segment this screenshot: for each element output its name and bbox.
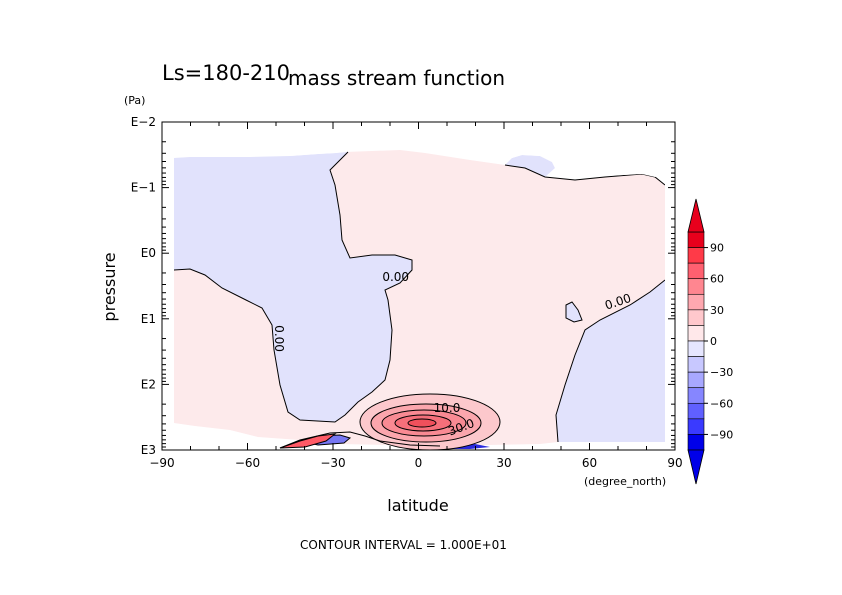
period-label: Ls=180-210: [162, 61, 290, 85]
x-axis-label: latitude: [387, 496, 448, 515]
contour-label: 0.00: [382, 270, 409, 284]
negative-cell-small: [565, 301, 583, 323]
chart-title: mass stream function: [288, 66, 505, 90]
surface-contour: [279, 431, 441, 449]
colorbar-segment: [687, 434, 705, 451]
colorbar-segment: [687, 387, 705, 404]
y-axis-label: pressure: [100, 252, 119, 321]
colorbar-segment: [687, 402, 705, 420]
colorbar-segment: [687, 356, 705, 373]
contour-field: [162, 122, 675, 450]
colorbar-segment: [687, 293, 705, 311]
x-tick-label: 90: [667, 456, 682, 470]
colorbar-tick-label: −60: [710, 397, 733, 410]
colorbar-tick-label: 0: [710, 335, 717, 348]
negative-region-top: [505, 155, 555, 177]
contour-50: [407, 418, 437, 428]
negative-region-east: [556, 280, 665, 442]
y-tick-labels: E−2 E−1 E0 E1 E2 E3: [131, 115, 156, 457]
y-unit-label: (Pa): [124, 94, 145, 107]
zero-contour-top: [504, 164, 666, 186]
colorbar-tick-label: 90: [710, 242, 724, 255]
y-tick-label: E0: [141, 246, 156, 260]
x-tick-labels: −90 −60 −30 0 30 60 90: [149, 456, 682, 470]
x-tick-label: −30: [320, 456, 345, 470]
colorbar-labels: 90 60 30 0 −30 −60 −90: [704, 242, 733, 441]
x-tick-label: 0: [415, 456, 423, 470]
negative-region-west: [174, 152, 412, 422]
y-tick-label: E−2: [131, 115, 156, 129]
colorbar-segment: [687, 247, 705, 264]
colorbar: [687, 198, 705, 485]
contour-label: 10.0: [434, 401, 461, 415]
domain-mask-right: [665, 180, 675, 450]
colorbar-segment: [687, 231, 705, 248]
colorbar-segment: [687, 340, 705, 357]
contour-label: 0.00: [272, 325, 286, 352]
colorbar-tick-label: −90: [710, 428, 733, 441]
contour-interval-note: CONTOUR INTERVAL = 1.000E+01: [300, 538, 507, 552]
colorbar-segment: [687, 418, 705, 435]
x-tick-label: 60: [582, 456, 597, 470]
x-tick-label: −90: [149, 456, 174, 470]
y-tick-label: E1: [141, 312, 156, 326]
colorbar-segment: [687, 309, 705, 326]
colorbar-tick-label: 30: [710, 304, 724, 317]
colorbar-segment: [687, 262, 705, 280]
x-tick-label: −60: [235, 456, 260, 470]
axis-ticks: [161, 121, 676, 451]
colorbar-segment: [687, 278, 705, 295]
colorbar-segment: [687, 325, 705, 342]
colorbar-min-arrow: [687, 449, 705, 485]
colorbar-max-arrow: [687, 198, 705, 233]
zero-contour-east: [555, 279, 666, 443]
positive-region: [174, 150, 665, 446]
x-tick-label: 30: [496, 456, 511, 470]
domain-mask-top: [162, 122, 675, 450]
colorbar-segment: [687, 371, 705, 389]
colorbar-tick-label: −30: [710, 366, 733, 379]
y-tick-label: E2: [141, 377, 156, 391]
y-tick-label: E−1: [131, 181, 156, 195]
zero-contour-west: [173, 151, 413, 423]
x-axis-unit: (degree_north): [584, 475, 666, 488]
colorbar-tick-label: 60: [710, 273, 724, 286]
y-tick-label: E3: [141, 443, 156, 457]
